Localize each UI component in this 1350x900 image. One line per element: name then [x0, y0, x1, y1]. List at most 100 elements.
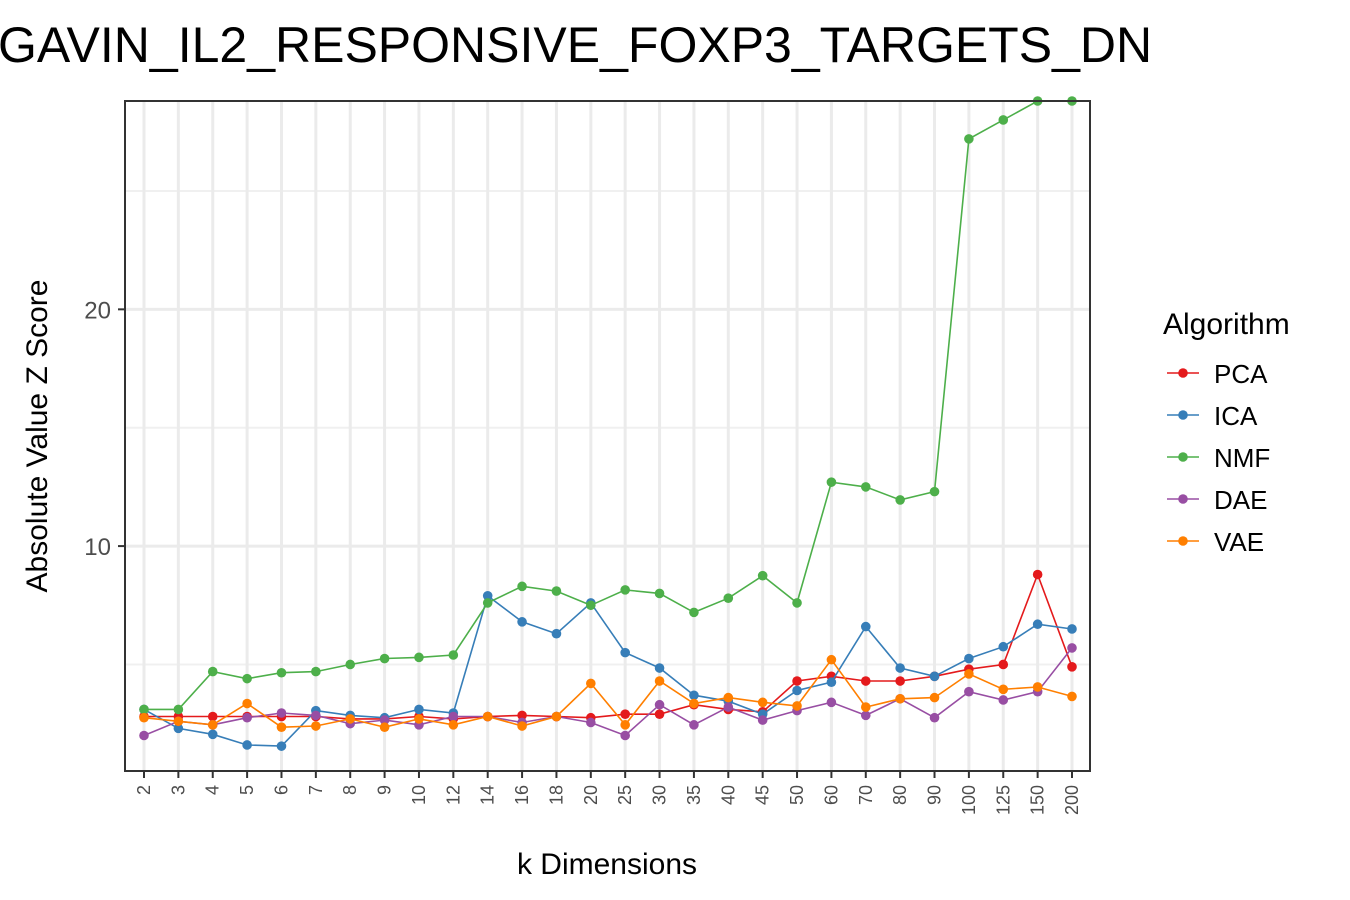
- data-point-nmf: [792, 598, 802, 608]
- data-point-vae: [311, 721, 321, 731]
- data-point-vae: [414, 714, 424, 724]
- legend-item-pca: PCA: [1167, 359, 1268, 389]
- data-point-pca: [620, 709, 630, 719]
- data-point-vae: [860, 702, 871, 712]
- data-point-vae: [242, 698, 252, 709]
- data-point-vae: [207, 720, 218, 730]
- data-point-vae: [551, 711, 562, 722]
- x-tick-label: 8: [340, 785, 360, 795]
- data-point-nmf: [276, 667, 287, 678]
- data-point-ica: [1032, 619, 1043, 630]
- data-point-nmf: [723, 593, 734, 603]
- data-point-nmf: [207, 666, 218, 677]
- legend-item-vae: VAE: [1167, 527, 1264, 557]
- data-point-nmf: [517, 581, 527, 592]
- data-point-vae: [276, 722, 287, 733]
- x-tick-label: 2: [134, 785, 154, 795]
- data-point-nmf: [895, 495, 905, 505]
- data-point-vae: [792, 701, 802, 711]
- y-axis-title: Absolute Value Z Score: [21, 280, 54, 593]
- series-nmf: [139, 96, 1077, 715]
- data-point-dae: [654, 699, 665, 710]
- data-point-dae: [723, 702, 734, 712]
- data-point-nmf: [139, 704, 149, 715]
- data-point-nmf: [620, 585, 630, 595]
- legend-item-ica: ICA: [1167, 401, 1258, 431]
- legend-key-point: [1178, 536, 1188, 546]
- x-tick-label: 60: [821, 785, 841, 805]
- data-point-pca: [517, 710, 527, 721]
- data-point-pca: [998, 659, 1009, 670]
- data-point-vae: [654, 676, 665, 686]
- x-tick-label: 30: [650, 785, 670, 805]
- y-tick-label: 20: [84, 297, 111, 324]
- x-tick-label: 20: [581, 785, 601, 805]
- chart-title: GAVIN_IL2_RESPONSIVE_FOXP3_TARGETS_DN: [0, 17, 1152, 73]
- data-point-ica: [242, 740, 252, 750]
- series-vae: [139, 654, 1077, 733]
- data-point-ica: [1067, 624, 1077, 634]
- data-point-ica: [998, 641, 1009, 652]
- data-point-dae: [242, 712, 252, 723]
- data-point-ica: [964, 653, 974, 664]
- x-tick-label: 10: [409, 785, 429, 805]
- data-point-ica: [414, 704, 424, 715]
- data-point-dae: [139, 730, 149, 741]
- data-point-ica: [689, 690, 699, 701]
- data-point-nmf: [654, 588, 665, 599]
- data-point-dae: [860, 710, 871, 721]
- data-point-dae: [276, 708, 287, 718]
- data-point-ica: [654, 663, 665, 673]
- data-point-nmf: [482, 598, 493, 608]
- data-point-vae: [826, 654, 837, 665]
- series-line-dae: [143, 647, 1073, 737]
- x-tick-label: 70: [856, 785, 876, 805]
- data-point-dae: [757, 715, 768, 725]
- series-line-nmf: [144, 100, 1072, 711]
- legend-label: DAE: [1214, 485, 1267, 515]
- data-point-dae: [311, 710, 321, 721]
- x-tick-label: 80: [890, 785, 910, 805]
- data-point-vae: [379, 722, 390, 733]
- legend-title: Algorithm: [1163, 308, 1290, 341]
- legend-label: PCA: [1214, 359, 1268, 389]
- data-point-nmf: [551, 586, 562, 596]
- data-point-nmf: [448, 650, 459, 660]
- legend-label: ICA: [1214, 401, 1258, 431]
- data-point-vae: [517, 721, 527, 731]
- data-point-nmf: [929, 486, 940, 497]
- x-tick-label: 3: [168, 785, 188, 795]
- x-tick-label: 16: [512, 785, 532, 805]
- legend-key-point: [1178, 410, 1188, 420]
- data-point-pca: [895, 676, 905, 686]
- x-tick-label: 50: [787, 785, 807, 805]
- data-point-dae: [379, 715, 390, 725]
- series-layer: [139, 96, 1077, 751]
- data-point-nmf: [860, 482, 871, 492]
- legend-key-point: [1178, 452, 1188, 462]
- x-tick-label: 5: [237, 785, 257, 795]
- x-tick-label: 25: [615, 785, 635, 805]
- data-point-dae: [826, 697, 837, 708]
- x-tick-label: 18: [546, 785, 566, 805]
- data-point-nmf: [345, 659, 356, 670]
- x-tick-label: 6: [271, 785, 291, 795]
- series-line-ica: [143, 594, 1073, 747]
- x-tick-label: 150: [1028, 785, 1048, 815]
- x-tick-label: 7: [306, 785, 326, 795]
- data-point-vae: [586, 678, 596, 689]
- legend: Algorithm PCA ICA NMF DAE VAE: [1163, 308, 1290, 557]
- data-point-ica: [792, 685, 802, 696]
- data-point-dae: [448, 711, 459, 722]
- data-point-vae: [139, 712, 149, 723]
- legend-item-nmf: NMF: [1167, 443, 1270, 473]
- data-point-ica: [551, 628, 562, 639]
- data-point-ica: [620, 647, 630, 658]
- data-point-vae: [173, 716, 184, 727]
- series-line-vae: [143, 658, 1073, 729]
- grid-minor: [125, 189, 1090, 666]
- x-tick-label: 9: [375, 785, 395, 795]
- data-point-vae: [482, 711, 493, 722]
- x-tick-label: 40: [718, 785, 738, 805]
- data-point-dae: [586, 717, 596, 728]
